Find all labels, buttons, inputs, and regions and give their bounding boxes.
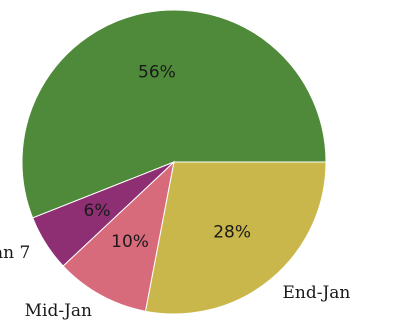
slice-percent-label: 10% <box>111 232 149 252</box>
pie-slices <box>21 9 327 315</box>
pie-slice-mid-jan <box>62 160 175 312</box>
slice-percent-label: 28% <box>213 222 251 242</box>
pie-labels: 56% Feb 10 6% Jan 7 10% Mid-Jan 28% End-Jan <box>0 0 350 321</box>
slice-percent-label: 56% <box>138 62 176 82</box>
pie-slice-end-jan <box>144 161 327 315</box>
slice-category-label: Jan 7 <box>0 243 30 263</box>
pie-slice-feb-10 <box>21 9 327 219</box>
slice-percent-label: 6% <box>84 201 111 221</box>
slice-category-label: Mid-Jan <box>25 301 92 321</box>
slice-category-label: End-Jan <box>283 283 351 303</box>
slice-category-label: Feb 10 <box>83 0 142 5</box>
